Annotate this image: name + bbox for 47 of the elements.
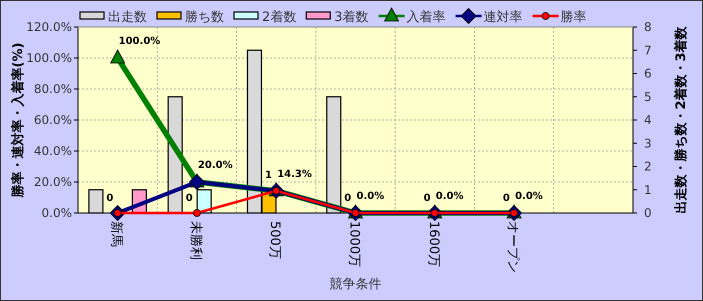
y-tick-label: 40.0% <box>34 144 72 158</box>
data-label: 14.3% <box>277 168 312 180</box>
legend-label: 3着数 <box>334 9 369 25</box>
y-tick-label: 60.0% <box>34 113 72 127</box>
data-label: 0.0% <box>356 191 384 202</box>
y2-tick-label: 7 <box>644 43 652 58</box>
y-tick-label: 120.0% <box>26 20 72 34</box>
data-label: 0 <box>186 193 193 204</box>
y-tick-label: 0.0% <box>42 206 72 220</box>
y2-tick-label: 5 <box>644 90 652 104</box>
data-label: 0.0% <box>436 191 464 202</box>
data-label: 0.0% <box>515 191 543 202</box>
data-label: 100.0% <box>118 36 160 47</box>
data-label: 20.0% <box>198 160 233 171</box>
point <box>193 209 201 217</box>
legend-label: 勝ち数 <box>185 10 224 25</box>
y2-tick-label: 1 <box>644 182 652 197</box>
x-tick-label: オープン <box>505 221 520 273</box>
y2-axis-title: 出走数・勝ち数・2着数・3着数 <box>673 25 689 214</box>
legend-label: 入着率 <box>406 9 446 25</box>
x-tick-label: 新馬 <box>108 221 124 247</box>
x-tick-label: 1000万 <box>346 221 362 268</box>
y2-tick-label: 6 <box>644 66 652 80</box>
y2-tick-label: 0 <box>644 206 652 220</box>
y-tick-label: 80.0% <box>34 82 72 96</box>
point <box>189 174 205 190</box>
legend-label: 出走数 <box>108 10 147 25</box>
legend-label: 連対率 <box>484 9 523 25</box>
data-label: 0 <box>344 193 352 204</box>
x-tick-label: 未勝利 <box>188 221 203 260</box>
y-tick-label: 100.0% <box>26 51 72 65</box>
y-axis-title: 勝率・連対率・入着率(%) <box>10 42 26 198</box>
point <box>110 50 126 64</box>
data-label: 0 <box>424 193 431 204</box>
data-label: 1 <box>264 170 272 181</box>
data-label: 0 <box>106 193 114 204</box>
legend-label: 2着数 <box>262 9 296 25</box>
x-tick-label: 500万 <box>267 221 282 259</box>
y-tick-label: 20.0% <box>34 175 72 189</box>
y2-tick-label: 3 <box>644 136 652 150</box>
y2-tick-label: 4 <box>644 113 652 127</box>
y2-tick-label: 2 <box>644 160 652 174</box>
data-label: 0 <box>502 193 510 204</box>
x-tick-label: 1600万 <box>426 221 441 268</box>
x-axis-title: 競争条件 <box>330 277 382 292</box>
y2-tick-label: 8 <box>644 20 652 34</box>
legend-label: 勝率 <box>560 9 587 25</box>
